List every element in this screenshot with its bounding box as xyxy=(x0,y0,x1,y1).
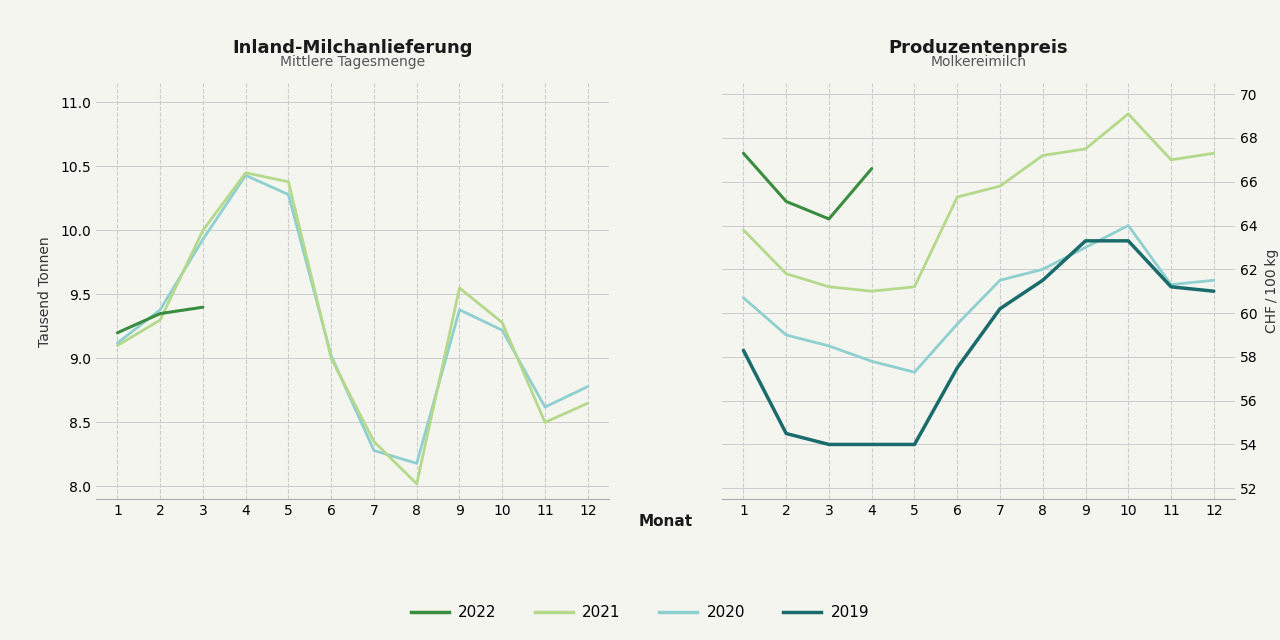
Y-axis label: CHF / 100 kg: CHF / 100 kg xyxy=(1265,249,1279,333)
Title: Inland-Milchanlieferung: Inland-Milchanlieferung xyxy=(233,38,472,57)
Title: Produzentenpreis: Produzentenpreis xyxy=(888,38,1069,57)
Y-axis label: Tausend Tonnen: Tausend Tonnen xyxy=(38,236,52,346)
Legend: 2022, 2021, 2020, 2019: 2022, 2021, 2020, 2019 xyxy=(404,599,876,626)
Text: Monat: Monat xyxy=(639,514,692,529)
Text: Mittlere Tagesmenge: Mittlere Tagesmenge xyxy=(280,54,425,68)
Text: Molkereimilch: Molkereimilch xyxy=(931,54,1027,68)
